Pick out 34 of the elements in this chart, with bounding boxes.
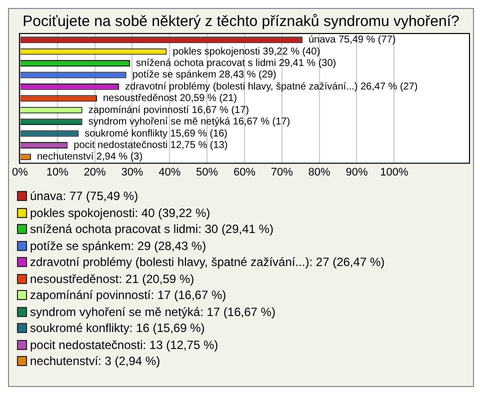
data-label: nechutenství 2,94 % (3) [36, 152, 143, 163]
x-tick-label: 20% [84, 166, 106, 178]
data-label: zapomínání povinností 16,67 % (17) [88, 104, 249, 116]
data-label: pocit nedostatečnosti 12,75 % (13) [74, 140, 228, 151]
data-label: pokles spokojenosti 39,22 % (40) [172, 46, 320, 58]
text: zapomínání povinností: 17 (16,67 %) [30, 287, 226, 304]
data-label: syndrom vyhoření se mě netýká 16,67 % (17) [88, 116, 290, 128]
text: únava: 77 (75,49 %) [30, 188, 138, 204]
text: syndrom vyhoření se mě netýká: 17 (16,67 %) [30, 304, 276, 320]
chart-title: Pociťujete na sobě některý z těchto příznaků syndromu vyhoření? [22, 13, 460, 30]
data-label: soukromé konflikty 15,69 % (16) [84, 128, 228, 140]
text: soukromé konflikty: 16 (15,69 %) [30, 320, 205, 336]
data-label: snížená ochota pracovat s lidmi 29,41 % (30) [136, 58, 336, 70]
x-tick-label: 60% [233, 166, 256, 178]
text: nesoustředěnost: 21 (20,59 %) [30, 270, 194, 287]
x-tick-label: 10% [46, 166, 69, 178]
x-tick-label: 30% [121, 166, 144, 178]
data-label: zdravotní problémy (bolesti hlavy, špatné zažívání...) 26,47 % (27) [125, 81, 418, 92]
text: pocit nedostatečnosti: 13 (12,75 %) [30, 336, 218, 353]
x-tick-label: 100% [380, 166, 408, 178]
data-label: potíže se spánkem 28,43 % (29) [132, 70, 276, 81]
text: potíže se spánkem: 29 (28,43 %) [30, 238, 206, 254]
text: snížená ochota pracovat s lidmi: 30 (29,41 %) [30, 221, 274, 238]
x-tick-label: 50% [196, 166, 218, 178]
data-label: nesoustředěnost 20,59 % (21) [103, 93, 237, 104]
x-tick-label: 90% [346, 166, 368, 178]
x-tick-label: 80% [308, 166, 331, 178]
text: zdravotní problémy (bolesti hlavy, špatné zažívání...): 27 (26,47 %) [30, 254, 385, 270]
x-tick-label: 40% [158, 166, 181, 178]
text: pokles spokojenosti: 40 (39,22 %) [30, 204, 210, 221]
x-tick-label: 70% [270, 166, 294, 178]
x-tick-label: 0% [12, 166, 28, 178]
data-label: únava 75,49 % (77) [308, 34, 396, 46]
text: nechutenství: 3 (2,94 %) [30, 353, 160, 370]
